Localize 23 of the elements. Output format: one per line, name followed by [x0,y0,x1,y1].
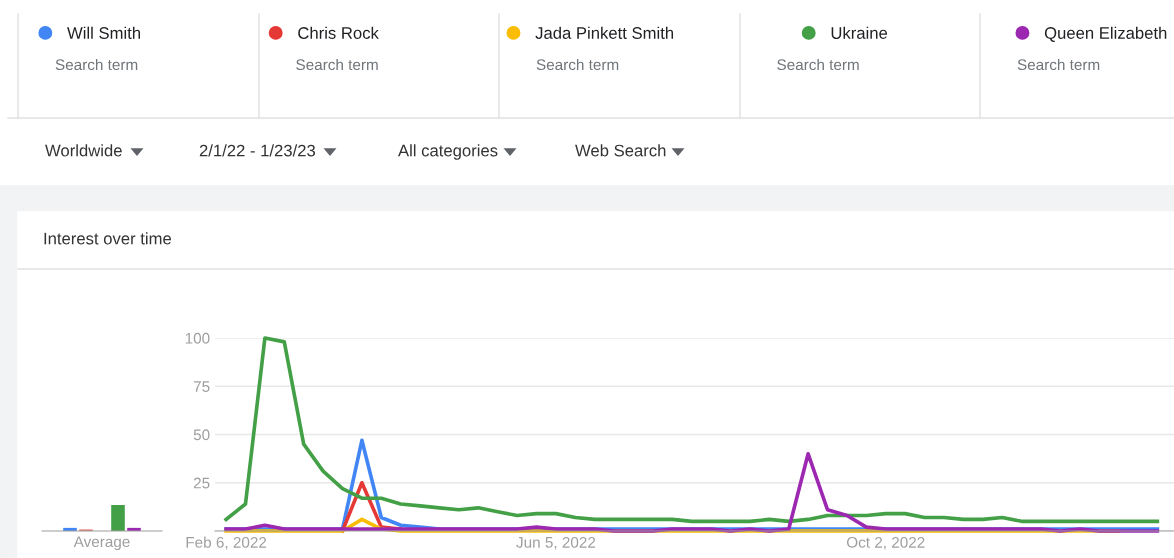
y-tick-label: 50 [193,429,210,441]
text: Search term [536,58,619,71]
x-tick-label: Oct 2, 2022 [846,536,925,550]
x-tick-label: Average [73,536,130,551]
x-tick-label: Feb 6, 2022 [186,536,267,550]
text: Search term [296,58,378,71]
text: 2/1/22 - 1/23/23 [199,144,316,157]
chart-title: Interest over time [44,232,172,245]
text: Search term [777,58,859,71]
text: Search term [1017,58,1100,71]
legend-label: Queen Elizabeth [1044,26,1167,42]
y-tick-label: 100 [185,332,210,344]
text: All categories [398,144,498,160]
legend-label: Jada Pinkett Smith [535,26,674,39]
y-tick-label: 75 [193,381,210,392]
text: Worldwide [45,144,122,157]
x-tick-label: Jun 5, 2022 [516,536,596,550]
legend-label: Ukraine [831,26,888,39]
y-tick-label: 25 [193,477,210,489]
legend-label: Will Smith [67,26,140,39]
text: Search term [55,58,138,71]
legend-label: Chris Rock [298,26,379,39]
text: Web Search [575,144,666,157]
